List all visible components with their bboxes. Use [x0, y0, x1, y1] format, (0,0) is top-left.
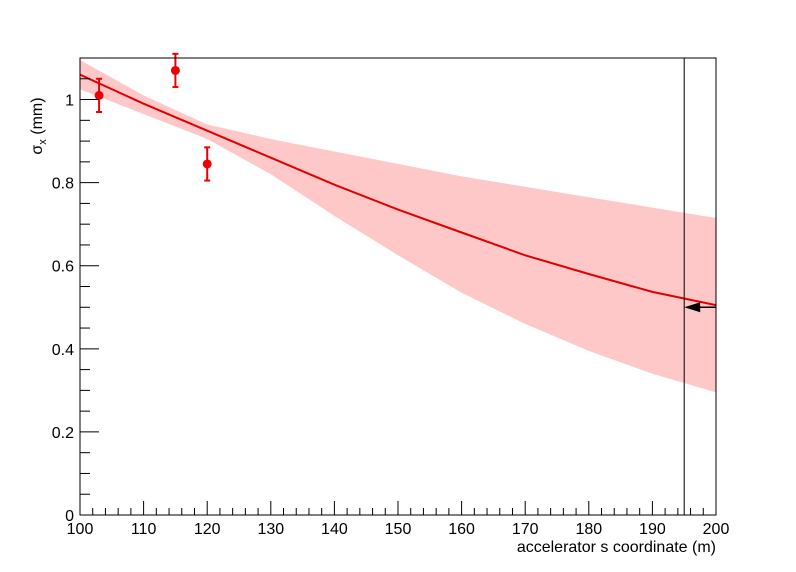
point-marker [170, 65, 180, 75]
point-marker [202, 159, 212, 169]
x-tick-label: 130 [257, 521, 284, 538]
x-tick-label: 170 [512, 521, 539, 538]
point-marker [94, 90, 104, 100]
y-tick-label: 0.2 [52, 425, 74, 442]
fit-curve [80, 73, 716, 307]
x-tick-label: 100 [67, 521, 94, 538]
x-tick-label: 200 [703, 521, 730, 538]
y-tick-label: 0 [65, 508, 74, 525]
y-axis-label: σx (mm) [29, 97, 49, 154]
data-point [94, 77, 104, 114]
x-tick-label: 110 [131, 521, 157, 538]
plot-area [80, 52, 716, 515]
y-tick-label: 0.6 [52, 259, 74, 276]
y-tick-label: 1 [65, 93, 74, 110]
x-tick-label: 150 [385, 521, 412, 538]
y-tick-label: 0.4 [52, 342, 74, 359]
data-point [170, 52, 180, 89]
y-axis-label-subscript: x [37, 139, 49, 145]
y-axis-label-symbol: σ [29, 145, 46, 155]
x-axis-label: accelerator s coordinate (m) [517, 539, 716, 556]
y-axis-label-unit: (mm) [29, 97, 46, 139]
x-tick-label: 160 [448, 521, 475, 538]
x-tick-label: 140 [321, 521, 348, 538]
x-tick-label: 120 [194, 521, 221, 538]
arrow-head [684, 302, 701, 313]
data-point [202, 146, 212, 182]
plot-clip-group [80, 60, 716, 393]
x-tick-label: 190 [639, 521, 666, 538]
axes: 100 110 120 130 140 150 160 170 180 190 200 0 0.2 0.4… [52, 57, 730, 538]
x-tick-label: 180 [575, 521, 602, 538]
y-tick-label: 0.8 [52, 176, 74, 193]
